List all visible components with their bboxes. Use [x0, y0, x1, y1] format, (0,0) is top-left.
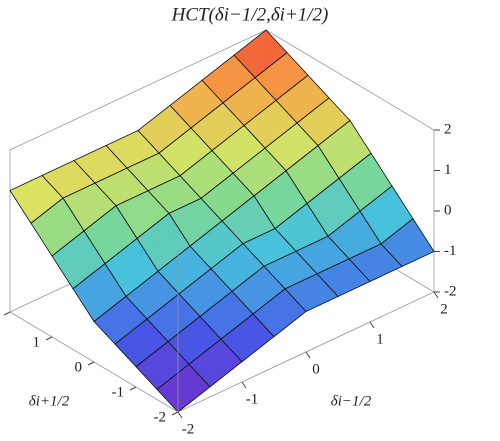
- box-edge: [265, 29, 435, 131]
- x-tick-label: -1: [246, 391, 259, 407]
- x-tick: [177, 411, 183, 419]
- x-tick-label: 2: [440, 301, 448, 317]
- y-tick-label: 1: [33, 334, 41, 350]
- x-tick-label: -2: [182, 421, 195, 437]
- y-tick-label: -2: [154, 409, 167, 425]
- y-tick-label: -1: [112, 384, 125, 400]
- x-tick-label: 1: [376, 331, 384, 347]
- y-tick-label: 0: [75, 359, 83, 375]
- x-tick: [369, 321, 375, 329]
- x-tick: [305, 351, 311, 359]
- z-tick-label: -1: [444, 243, 457, 259]
- y-tick: [129, 386, 137, 391]
- y-tick: [87, 361, 95, 366]
- z-tick-label: 0: [444, 202, 452, 218]
- z-tick-label: 2: [444, 121, 452, 137]
- y-tick: [45, 336, 53, 341]
- y-tick: [3, 311, 11, 316]
- x-axis-label: δi−1/2: [331, 393, 372, 409]
- chart-title: HCT(δi−1/2,δi+1/2): [171, 4, 329, 25]
- y-tick: [171, 411, 179, 416]
- surface-patch: [156, 363, 211, 413]
- x-tick: [241, 381, 247, 389]
- y-axis-label: δi+1/2: [29, 393, 70, 409]
- box-edge: [9, 29, 267, 151]
- x-tick: [433, 291, 439, 299]
- z-tick-label: -2: [444, 283, 457, 299]
- x-tick-label: 0: [312, 361, 320, 377]
- z-tick-label: 1: [444, 162, 452, 178]
